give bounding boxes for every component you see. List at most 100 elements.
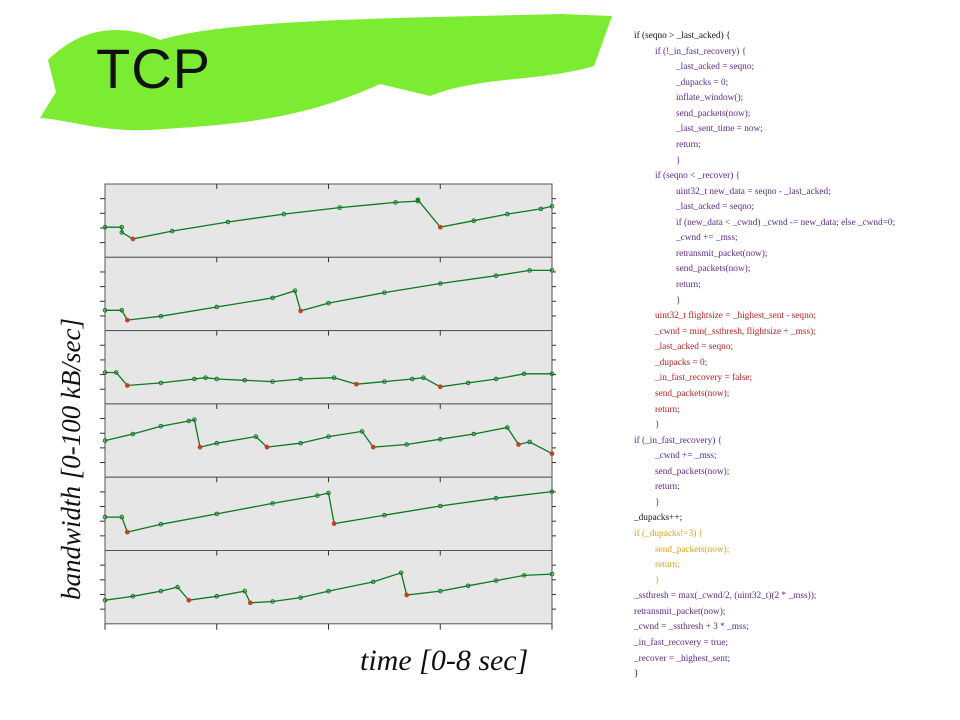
- code-line: send_packets(now);: [676, 108, 751, 119]
- title-banner: [40, 14, 612, 131]
- data-point: [102, 597, 108, 603]
- code-line: _cwnd += _mss;: [655, 451, 717, 462]
- data-point: [505, 211, 510, 217]
- data-point: [214, 376, 220, 382]
- data-point: [158, 313, 164, 319]
- data-point: [242, 588, 247, 594]
- code-line: _last_acked = seqno;: [676, 62, 755, 73]
- data-point: [493, 376, 499, 382]
- data-point: [493, 273, 499, 279]
- data-point: [471, 431, 477, 437]
- plot-panel: [104, 476, 553, 552]
- data-point: [415, 197, 421, 203]
- code-line: _recover = _highest_sent;: [634, 653, 731, 664]
- data-point: [421, 375, 426, 381]
- code-line: }: [676, 295, 681, 306]
- loss-marker: [298, 308, 303, 314]
- data-point: [337, 205, 343, 210]
- code-line: _dupacks = 0;: [655, 357, 708, 368]
- data-point: [281, 211, 287, 217]
- code-line: inflate_window();: [676, 93, 744, 104]
- data-point: [270, 599, 275, 604]
- data-point: [438, 503, 443, 509]
- code-line: _ssthresh = max(_cwnd/2, (uint32_t)(2 * …: [634, 591, 817, 602]
- data-point: [130, 431, 136, 437]
- code-line: }: [655, 497, 660, 508]
- loss-marker: [516, 442, 521, 447]
- data-point: [438, 281, 443, 286]
- loss-marker: [125, 383, 130, 388]
- code-line: _in_fast_recovery = true;: [634, 637, 729, 648]
- data-point: [549, 268, 555, 273]
- series-line: [105, 197, 553, 240]
- data-point: [214, 304, 220, 310]
- code-line: _dupacks = 0;: [676, 77, 729, 88]
- data-point: [549, 571, 555, 577]
- data-point: [549, 489, 555, 494]
- loss-marker: [130, 236, 136, 242]
- loss-marker: [125, 317, 130, 323]
- code-line: send_packets(now);: [655, 544, 730, 555]
- data-point: [404, 442, 410, 447]
- data-point: [549, 204, 555, 209]
- code-line: return;: [655, 482, 680, 493]
- data-point: [393, 200, 398, 205]
- series-line: [104, 571, 553, 604]
- plot-panel: [104, 550, 553, 625]
- data-point: [549, 371, 555, 377]
- loss-marker: [371, 444, 376, 450]
- plot-panel: [104, 403, 553, 478]
- loss-marker: [404, 592, 409, 598]
- data-point: [214, 511, 220, 517]
- code-line: _cwnd = _ssthresh + 3 * _mss;: [634, 622, 749, 633]
- code-line: if (seqno < _recover) {: [655, 171, 741, 182]
- code-line: return;: [676, 139, 701, 150]
- data-point: [225, 219, 231, 225]
- code-line: _dupacks++;: [634, 513, 683, 524]
- code-line: _cwnd += _mss;: [676, 233, 738, 244]
- slide-title: TCP: [96, 37, 211, 100]
- y-axis-label: bandwidth [0-100 kB/sec]: [56, 318, 86, 600]
- data-point: [203, 375, 208, 381]
- loss-marker: [125, 529, 130, 535]
- data-point: [465, 583, 471, 589]
- series-line: [105, 269, 552, 321]
- data-point: [130, 594, 136, 599]
- loss-marker: [248, 600, 253, 605]
- data-point: [326, 434, 331, 439]
- data-point: [242, 378, 247, 383]
- code-line: _cwnd = min(_ssthresh, flightsize + _mss…: [655, 326, 816, 337]
- data-point: [298, 595, 303, 600]
- code-line: if (_in_fast_recovery) {: [634, 435, 723, 446]
- data-point: [158, 423, 164, 429]
- loss-marker: [197, 444, 203, 450]
- data-point: [270, 295, 275, 301]
- code-line: send_packets(now);: [655, 466, 730, 477]
- code-line: return;: [655, 404, 680, 415]
- code-line: if (seqno > _last_acked) {: [634, 31, 731, 41]
- data-point: [298, 440, 303, 446]
- code-line: return;: [676, 280, 701, 290]
- code-line: _last_acked = seqno;: [676, 202, 755, 213]
- data-point: [331, 375, 337, 381]
- data-point: [169, 228, 175, 234]
- data-point: [471, 218, 477, 223]
- data-point: [192, 417, 197, 423]
- data-point: [102, 438, 108, 443]
- series-line: [105, 371, 552, 388]
- code-line: _in_fast_recovery = false;: [655, 373, 753, 384]
- data-point: [370, 579, 376, 585]
- data-point: [538, 206, 544, 212]
- data-point: [298, 376, 303, 382]
- data-point: [505, 425, 510, 430]
- data-point: [493, 495, 499, 501]
- code-line: return;: [655, 560, 680, 571]
- data-point: [438, 436, 443, 442]
- data-point: [382, 290, 387, 295]
- data-point: [253, 434, 259, 439]
- loss-marker: [549, 451, 555, 456]
- data-point: [158, 588, 164, 594]
- data-point: [102, 308, 108, 313]
- data-point: [410, 376, 415, 382]
